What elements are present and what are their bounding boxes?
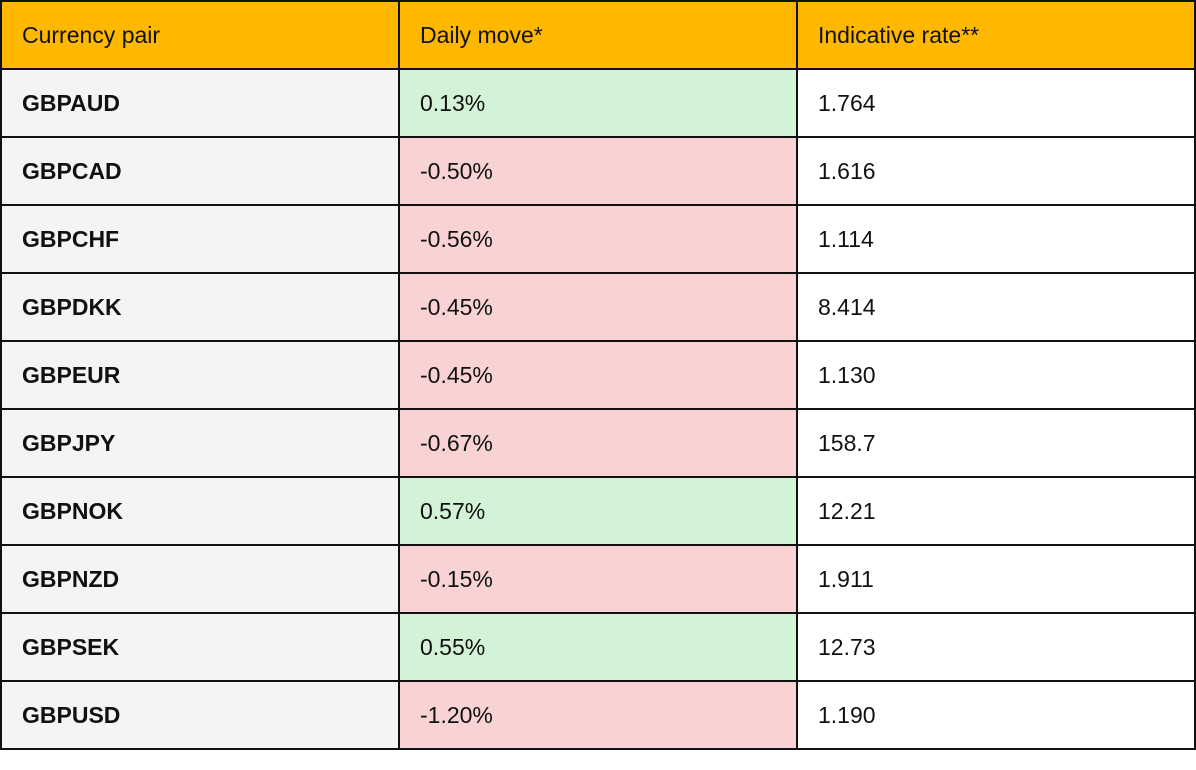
indicative-rate-cell: 8.414 [796, 272, 1196, 342]
indicative-rate-cell: 158.7 [796, 408, 1196, 478]
table-row: GBPNZD -0.15% 1.911 [0, 544, 1196, 614]
currency-pair-cell: GBPUSD [0, 680, 400, 750]
currency-pair-cell: GBPJPY [0, 408, 400, 478]
currency-pair-cell: GBPDKK [0, 272, 400, 342]
daily-move-cell: -0.45% [398, 340, 798, 410]
header-currency-pair: Currency pair [0, 0, 400, 70]
table-row: GBPSEK 0.55% 12.73 [0, 612, 1196, 682]
table-header: Currency pair Daily move* Indicative rat… [0, 0, 1196, 70]
currency-pair-cell: GBPAUD [0, 68, 400, 138]
daily-move-cell: 0.55% [398, 612, 798, 682]
indicative-rate-cell: 12.21 [796, 476, 1196, 546]
indicative-rate-cell: 1.764 [796, 68, 1196, 138]
indicative-rate-cell: 12.73 [796, 612, 1196, 682]
table-row: GBPJPY -0.67% 158.7 [0, 408, 1196, 478]
indicative-rate-cell: 1.190 [796, 680, 1196, 750]
currency-pair-cell: GBPCAD [0, 136, 400, 206]
header-daily-move: Daily move* [398, 0, 798, 70]
table-row: GBPAUD 0.13% 1.764 [0, 68, 1196, 138]
currency-pair-cell: GBPNOK [0, 476, 400, 546]
daily-move-cell: -0.45% [398, 272, 798, 342]
indicative-rate-cell: 1.114 [796, 204, 1196, 274]
indicative-rate-cell: 1.130 [796, 340, 1196, 410]
table-body: GBPAUD 0.13% 1.764 GBPCAD -0.50% 1.616 G… [0, 68, 1196, 750]
table-row: GBPUSD -1.20% 1.190 [0, 680, 1196, 750]
table-row: GBPCAD -0.50% 1.616 [0, 136, 1196, 206]
header-row: Currency pair Daily move* Indicative rat… [0, 0, 1196, 70]
indicative-rate-cell: 1.911 [796, 544, 1196, 614]
daily-move-cell: -0.56% [398, 204, 798, 274]
table-row: GBPCHF -0.56% 1.114 [0, 204, 1196, 274]
daily-move-cell: 0.57% [398, 476, 798, 546]
currency-pair-cell: GBPSEK [0, 612, 400, 682]
table-row: GBPNOK 0.57% 12.21 [0, 476, 1196, 546]
currency-pair-cell: GBPNZD [0, 544, 400, 614]
daily-move-cell: -1.20% [398, 680, 798, 750]
daily-move-cell: 0.13% [398, 68, 798, 138]
currency-rates-table: Currency pair Daily move* Indicative rat… [0, 0, 1196, 750]
indicative-rate-cell: 1.616 [796, 136, 1196, 206]
currency-pair-cell: GBPCHF [0, 204, 400, 274]
table-row: GBPDKK -0.45% 8.414 [0, 272, 1196, 342]
currency-pair-cell: GBPEUR [0, 340, 400, 410]
daily-move-cell: -0.67% [398, 408, 798, 478]
daily-move-cell: -0.15% [398, 544, 798, 614]
table-row: GBPEUR -0.45% 1.130 [0, 340, 1196, 410]
daily-move-cell: -0.50% [398, 136, 798, 206]
header-indicative-rate: Indicative rate** [796, 0, 1196, 70]
